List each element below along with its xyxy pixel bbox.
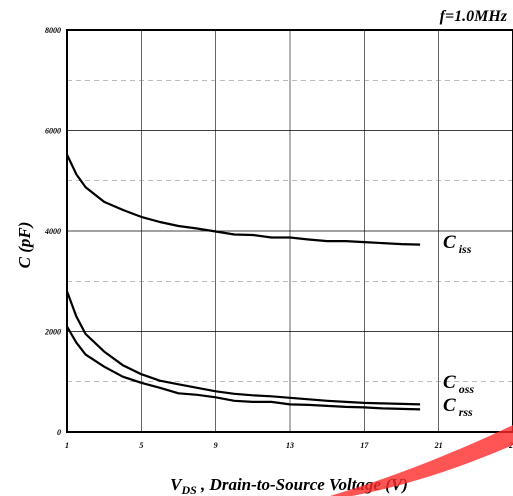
series-label-subscript: oss: [459, 382, 475, 396]
y-tick-label: 2000: [44, 328, 61, 337]
x-tick-label: 9: [214, 441, 218, 450]
y-tick-label: 0: [57, 428, 61, 437]
y-tick-label: 6000: [45, 127, 61, 136]
series-label-subscript: iss: [459, 242, 472, 256]
series-label-symbol: C: [443, 232, 456, 253]
series-line-rss: [66, 325, 421, 411]
x-tick-label: 5: [139, 441, 143, 450]
series-label-symbol: C: [443, 372, 456, 393]
series-lines: [65, 154, 421, 411]
x-axis-title-subscript: DS: [180, 483, 197, 496]
series-line-oss: [65, 290, 421, 406]
x-tick-label: 17: [360, 441, 369, 450]
series-line-iss: [66, 154, 421, 246]
y-tick-label: 4000: [44, 227, 61, 236]
x-axis-title-symbol: V: [170, 475, 183, 494]
x-tick-label: 21: [434, 441, 443, 450]
series-label-symbol: C: [443, 395, 456, 416]
x-tick-label: 13: [286, 441, 294, 450]
series-label-subscript: rss: [459, 405, 473, 419]
y-tick-label: 8000: [45, 26, 61, 35]
x-tick-label: 1: [65, 441, 69, 450]
plot-frame: [66, 29, 513, 433]
frequency-annotation: f=1.0MHz: [440, 8, 508, 25]
y-axis-title: C (pF): [15, 222, 34, 269]
